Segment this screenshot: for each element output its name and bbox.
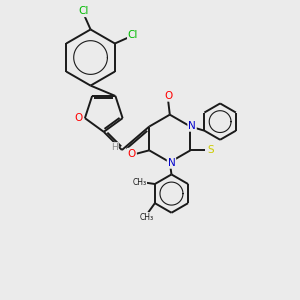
Text: O: O: [75, 113, 83, 123]
Text: O: O: [128, 148, 136, 159]
Text: Cl: Cl: [128, 30, 138, 40]
Text: O: O: [164, 91, 172, 101]
Text: N: N: [168, 158, 175, 168]
Text: N: N: [188, 121, 196, 131]
Text: CH₃: CH₃: [132, 178, 146, 187]
Text: Cl: Cl: [79, 6, 89, 16]
Text: CH₃: CH₃: [140, 213, 154, 222]
Text: S: S: [207, 145, 214, 155]
Text: H: H: [111, 143, 118, 152]
